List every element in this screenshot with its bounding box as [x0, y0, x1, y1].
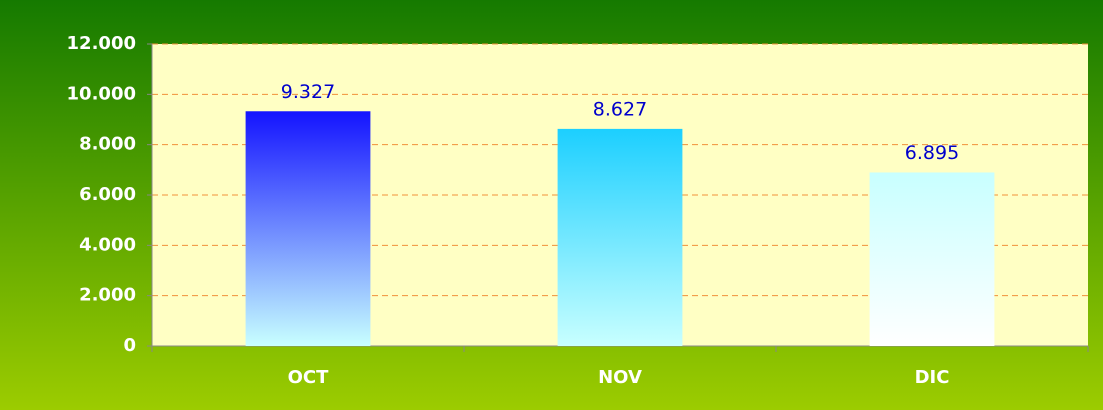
x-tick-label: DIC [915, 367, 950, 388]
x-tick-label: NOV [598, 367, 642, 388]
value-label: 6.895 [905, 142, 959, 164]
y-tick-label: 8.000 [79, 134, 136, 155]
y-tick-label: 2.000 [79, 285, 136, 306]
value-label: 9.327 [281, 81, 335, 103]
x-tick-label: OCT [288, 367, 330, 388]
y-tick-label: 4.000 [79, 234, 136, 255]
bar [245, 111, 371, 346]
y-tick-label: 12.000 [67, 33, 136, 54]
value-label: 8.627 [593, 98, 647, 120]
bar [869, 172, 995, 346]
y-tick-label: 6.000 [79, 184, 136, 205]
bar [557, 128, 683, 346]
y-tick-label: 0 [123, 335, 136, 356]
y-tick-label: 10.000 [67, 83, 136, 104]
